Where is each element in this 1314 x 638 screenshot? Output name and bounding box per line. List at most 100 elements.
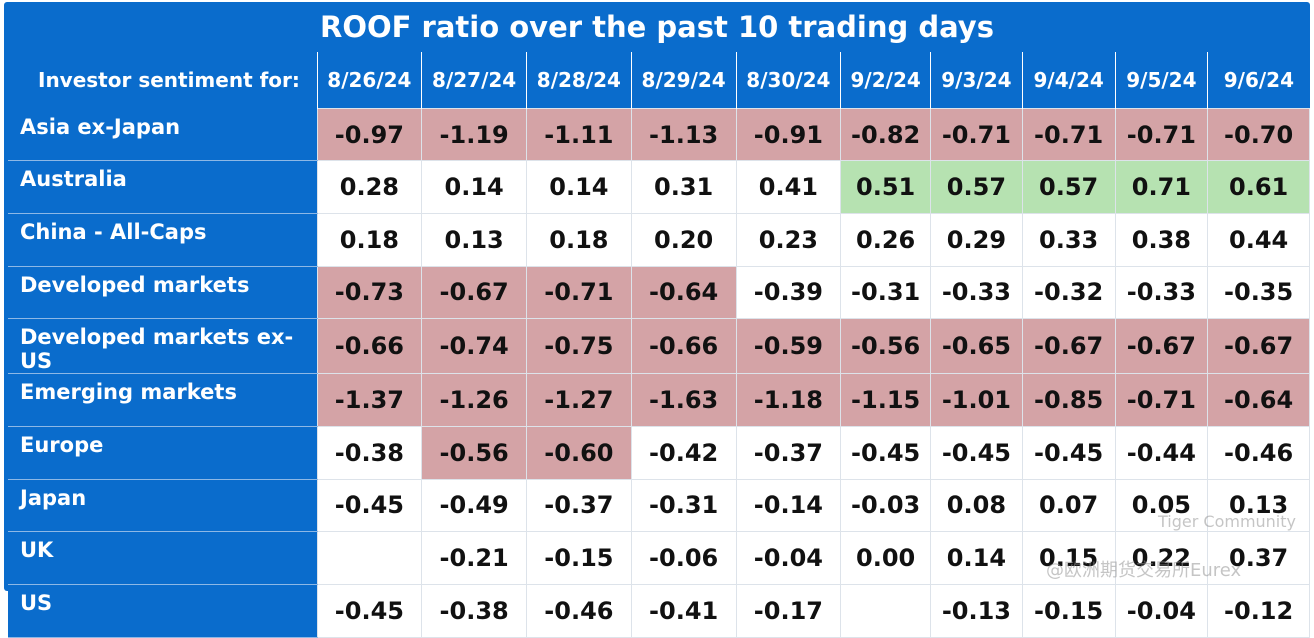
table-row: Japan -0.45 -0.49 -0.37 -0.31 -0.14 -0.03 0.08 0… — [8, 478, 1310, 533]
cell: -0.82 — [840, 107, 932, 162]
cell: -0.21 — [421, 531, 528, 585]
row-label: Developed markets ex-US — [8, 318, 318, 375]
cell: -0.13 — [930, 584, 1023, 638]
cell: -0.45 — [316, 584, 423, 638]
row-label: Asia ex-Japan — [8, 108, 318, 162]
cell: -0.41 — [630, 584, 737, 638]
cell: -0.31 — [840, 265, 932, 320]
cell: -0.66 — [316, 318, 423, 375]
cell: -0.46 — [526, 584, 632, 638]
cell: 0.71 — [1114, 160, 1209, 214]
cell: -0.85 — [1021, 373, 1116, 427]
cell: 0.33 — [1021, 212, 1116, 267]
header-row: Investor sentiment for: 8/26/24 8/27/24 8/… — [8, 52, 1310, 109]
cell: -1.63 — [630, 373, 737, 427]
cell: 0.44 — [1207, 212, 1310, 267]
cell: -0.59 — [735, 318, 842, 375]
cell: -0.12 — [1207, 584, 1310, 638]
cell: -0.71 — [930, 107, 1023, 162]
cell: -0.39 — [735, 265, 842, 320]
cell: -0.38 — [421, 584, 528, 638]
cell: -0.67 — [421, 265, 528, 320]
cell: -0.17 — [735, 584, 842, 638]
cell: -0.67 — [1114, 318, 1209, 375]
cell: -0.66 — [630, 318, 737, 375]
cell: 0.14 — [526, 160, 632, 214]
cell: -0.60 — [526, 425, 632, 480]
column-header: 9/4/24 — [1021, 52, 1116, 109]
cell: 0.31 — [630, 160, 737, 214]
cell: -0.67 — [1207, 318, 1310, 375]
cell: 0.57 — [930, 160, 1023, 214]
cell: 0.13 — [1207, 478, 1310, 533]
cell: 0.14 — [930, 531, 1023, 585]
watermark: @欧洲期货交易所Eurex — [1046, 560, 1242, 581]
cell: -0.32 — [1021, 265, 1116, 320]
cell: -0.35 — [1207, 265, 1310, 320]
cell: -1.01 — [930, 373, 1023, 427]
cell: -0.71 — [1114, 373, 1209, 427]
table-row: Developed markets ex-US -0.66 -0.74 -0.75 -0… — [8, 318, 1310, 375]
cell: -1.26 — [421, 373, 528, 427]
cell: -0.14 — [735, 478, 842, 533]
cell — [840, 584, 932, 638]
cell: -0.45 — [930, 425, 1023, 480]
cell: -0.37 — [735, 425, 842, 480]
table: Investor sentiment for: 8/26/24 8/27/24 8/… — [8, 52, 1310, 638]
table-row: Australia 0.28 0.14 0.14 0.31 0.41 0.51 0.57 0.5… — [8, 160, 1310, 214]
column-header: 9/6/24 — [1207, 52, 1310, 109]
cell: -0.73 — [316, 265, 423, 320]
cell: 0.57 — [1021, 160, 1116, 214]
cell: -0.65 — [930, 318, 1023, 375]
cell: -0.33 — [930, 265, 1023, 320]
cell: -1.19 — [421, 107, 528, 162]
cell: -0.97 — [316, 107, 423, 162]
row-label: Europe — [8, 426, 318, 480]
cell: -0.56 — [840, 318, 932, 375]
column-header: 8/27/24 — [421, 52, 527, 109]
column-header: 8/29/24 — [630, 52, 737, 109]
cell: -0.37 — [526, 478, 632, 533]
cell: -1.27 — [526, 373, 632, 427]
cell: 0.14 — [421, 160, 528, 214]
cell: -0.49 — [421, 478, 528, 533]
cell: -0.64 — [630, 265, 737, 320]
cell: -0.56 — [421, 425, 528, 480]
cell: -0.45 — [316, 478, 423, 533]
cell: -0.71 — [1114, 107, 1209, 162]
cell: -0.75 — [526, 318, 632, 375]
cell: 0.22 — [1114, 531, 1209, 585]
cell: 0.13 — [421, 212, 528, 267]
cell: 0.00 — [840, 531, 932, 585]
cell: -0.46 — [1207, 425, 1310, 480]
cell: -0.70 — [1207, 107, 1310, 162]
watermark: Tiger Community — [1158, 512, 1296, 531]
column-header: 8/30/24 — [735, 52, 841, 109]
cell: -0.67 — [1021, 318, 1116, 375]
column-header: 9/3/24 — [930, 52, 1023, 109]
cell: -1.11 — [526, 107, 632, 162]
row-label: Australia — [8, 160, 318, 214]
cell: 0.41 — [735, 160, 842, 214]
cell: -1.13 — [630, 107, 737, 162]
cell: 0.20 — [630, 212, 737, 267]
cell: -0.31 — [630, 478, 737, 533]
row-header-label: Investor sentiment for: — [38, 68, 300, 93]
cell: 0.07 — [1021, 478, 1116, 533]
cell: 0.51 — [840, 160, 932, 214]
cell: -0.15 — [1021, 584, 1116, 638]
cell: -0.06 — [630, 531, 737, 585]
table-row: China - All-Caps 0.18 0.13 0.18 0.20 0.23 0.26… — [8, 212, 1310, 267]
row-label: US — [8, 584, 318, 638]
cell: 0.29 — [930, 212, 1023, 267]
cell: -0.04 — [735, 531, 842, 585]
cell: 0.26 — [840, 212, 932, 267]
column-header: 9/5/24 — [1114, 52, 1208, 109]
table-row: US -0.45 -0.38 -0.46 -0.41 -0.17 -0.13 -0.15 -0.… — [8, 584, 1310, 638]
row-label: China - All-Caps — [8, 213, 318, 267]
cell: -0.42 — [630, 425, 737, 480]
cell: -0.71 — [1021, 107, 1116, 162]
cell: 0.05 — [1114, 478, 1209, 533]
cell: -1.15 — [840, 373, 932, 427]
row-label: Japan — [8, 479, 318, 533]
